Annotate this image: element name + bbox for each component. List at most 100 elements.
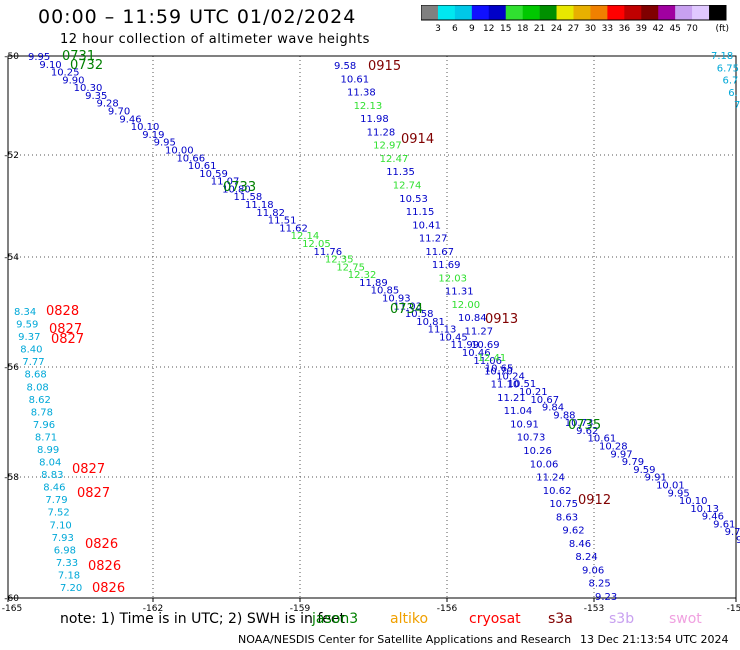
wave-height-value: 10.00 — [165, 145, 194, 156]
pass-time-label: 0826 — [88, 559, 121, 574]
wave-height-value: 11.82 — [256, 208, 285, 219]
wave-height-value: 8.46 — [569, 539, 591, 550]
satellite-label-s3b: s3b — [609, 611, 635, 627]
colorbar-swatch — [454, 5, 473, 20]
wave-height-value: 12.14 — [291, 231, 320, 242]
wave-height-value: 8.83 — [41, 470, 63, 481]
satellite-label-s3a: s3a — [548, 611, 573, 627]
colorbar-frame — [421, 5, 727, 21]
pass-time-label: 0913 — [485, 312, 518, 327]
satellite-label-altiko: altiko — [390, 611, 429, 627]
map-subtitle: 12 hour collection of altimeter wave hei… — [60, 32, 370, 47]
wave-height-value: 9.61 — [713, 519, 735, 530]
wave-height-value: 9.10 — [39, 60, 61, 71]
wave-height-value: 10.26 — [523, 446, 552, 457]
colorbar-swatch — [590, 5, 608, 20]
wave-height-value: 9.35 — [85, 91, 107, 102]
wave-height-value: 11.67 — [425, 247, 454, 258]
wave-height-value: 10.65 — [485, 364, 514, 375]
colorbar-unit-label: (ft) — [715, 24, 729, 34]
pass-time-label: 0914 — [401, 132, 434, 147]
wave-height-value: 7.79 — [45, 495, 67, 506]
wave-height-value: 10.24 — [496, 371, 525, 382]
colorbar-swatch — [607, 5, 625, 20]
wave-height-value: 8.78 — [31, 407, 53, 418]
wave-height-value: 10.01 — [656, 480, 685, 491]
colorbar-swatch — [624, 5, 642, 20]
map-title: 00:00 – 11:59 UTC 01/02/2024 — [38, 6, 357, 28]
colorbar-tick-label: 3 — [435, 24, 441, 34]
wave-height-value: 9.59 — [633, 465, 655, 476]
wave-height-value: 11.18 — [245, 200, 274, 211]
map-frame — [7, 55, 737, 599]
wave-height-value: 11.10 — [491, 380, 520, 391]
wave-height-value: 12.41 — [478, 353, 507, 364]
wave-height-value: 7 — [734, 100, 740, 111]
wave-height-value: 11.99 — [451, 340, 480, 351]
credit-text: NOAA/NESDIS Center for Satellite Applica… — [238, 633, 572, 646]
colorbar-legend: 3 6 9 12 15 18 21 24 27 30 33 36 39 42 45 70 (ft) — [421, 5, 729, 34]
wave-height-value: 10.69 — [471, 340, 500, 351]
wave-height-value: 10.10 — [131, 122, 160, 133]
wave-height-value: 12.35 — [325, 255, 354, 266]
colorbar-swatch — [505, 5, 523, 20]
wave-height-value: 7.18 — [711, 51, 733, 62]
wave-height-value: 6. — [728, 88, 738, 99]
colorbar-tick-label: 30 — [585, 24, 597, 34]
wave-height-value: 9.84 — [542, 403, 564, 414]
wave-height-value: 8.63 — [556, 512, 578, 523]
pass-time-label: 0826 — [92, 581, 125, 596]
colorbar-swatch — [437, 5, 456, 20]
wave-height-value: 8.40 — [20, 345, 42, 356]
wave-height-value: 11.51 — [268, 216, 297, 227]
lon-tick-label: -153 — [584, 604, 604, 614]
wave-height-value: 8.08 — [27, 382, 49, 393]
wave-height-value: 11.35 — [386, 167, 415, 178]
wave-height-value: 9.58 — [334, 61, 356, 72]
wave-height-value: 10.61 — [188, 161, 217, 172]
wave-height-value: 9.79 — [622, 457, 644, 468]
generated-timestamp: 13 Dec 21:13:54 UTC 2024 — [580, 633, 729, 646]
lon-tick-label: -156 — [437, 604, 458, 614]
wave-height-value: 10.28 — [599, 442, 628, 453]
wave-height-value: 9.62 — [576, 426, 598, 437]
footnote: note: 1) Time is in UTC; 2) SWH is in fe… — [60, 611, 346, 627]
wave-height-value: 12.74 — [393, 180, 422, 191]
wave-height-value: 9.46 — [119, 114, 141, 125]
pass-time-label: 0734 — [390, 302, 423, 317]
pass-time-label: 0827 — [49, 322, 82, 337]
wave-height-value: 9.90 — [62, 75, 84, 86]
colorbar-swatch — [522, 5, 540, 20]
colorbar-swatch — [539, 5, 557, 20]
wave-height-value: 11.24 — [536, 473, 565, 484]
lat-tick-label: -58 — [4, 473, 19, 483]
satellite-label-jason3: jason3 — [312, 611, 359, 627]
wave-height-value: 10.70 — [484, 366, 513, 377]
colorbar-swatch — [556, 5, 574, 20]
wave-height-value: 10.61 — [341, 74, 370, 85]
colorbar-swatch — [692, 5, 710, 20]
wave-height-value: 9.46 — [702, 512, 724, 523]
wave-height-value: 11.28 — [367, 127, 396, 138]
wave-height-value: 8.25 — [588, 579, 610, 590]
wave-height-value: 12.97 — [373, 141, 402, 152]
wave-height-value: 9.95 — [28, 52, 50, 63]
wave-height-value: 7.52 — [47, 508, 69, 519]
lon-tick-label: -165 — [2, 604, 22, 614]
wave-height-value: 9.62 — [562, 526, 584, 537]
lat-tick-label: -60 — [4, 594, 19, 604]
wave-height-value: 10.45 — [439, 332, 468, 343]
wave-height-value: 9.23 — [595, 592, 617, 603]
colorbar-tick-label: 39 — [636, 24, 648, 34]
lat-tick-label: -54 — [4, 253, 19, 263]
wave-height-value: 9.91 — [645, 473, 667, 484]
lon-tick-label: -162 — [143, 604, 163, 614]
wave-height-value: 11.38 — [347, 88, 376, 99]
wave-height-value: 10.13 — [690, 504, 719, 515]
wave-height-value: 10.06 — [530, 459, 559, 470]
wave-height-value: 6.75 — [717, 63, 739, 74]
wave-height-value: 12.47 — [380, 154, 409, 165]
wave-height-value: 10.62 — [543, 486, 572, 497]
wave-height-value: 11.98 — [360, 114, 389, 125]
